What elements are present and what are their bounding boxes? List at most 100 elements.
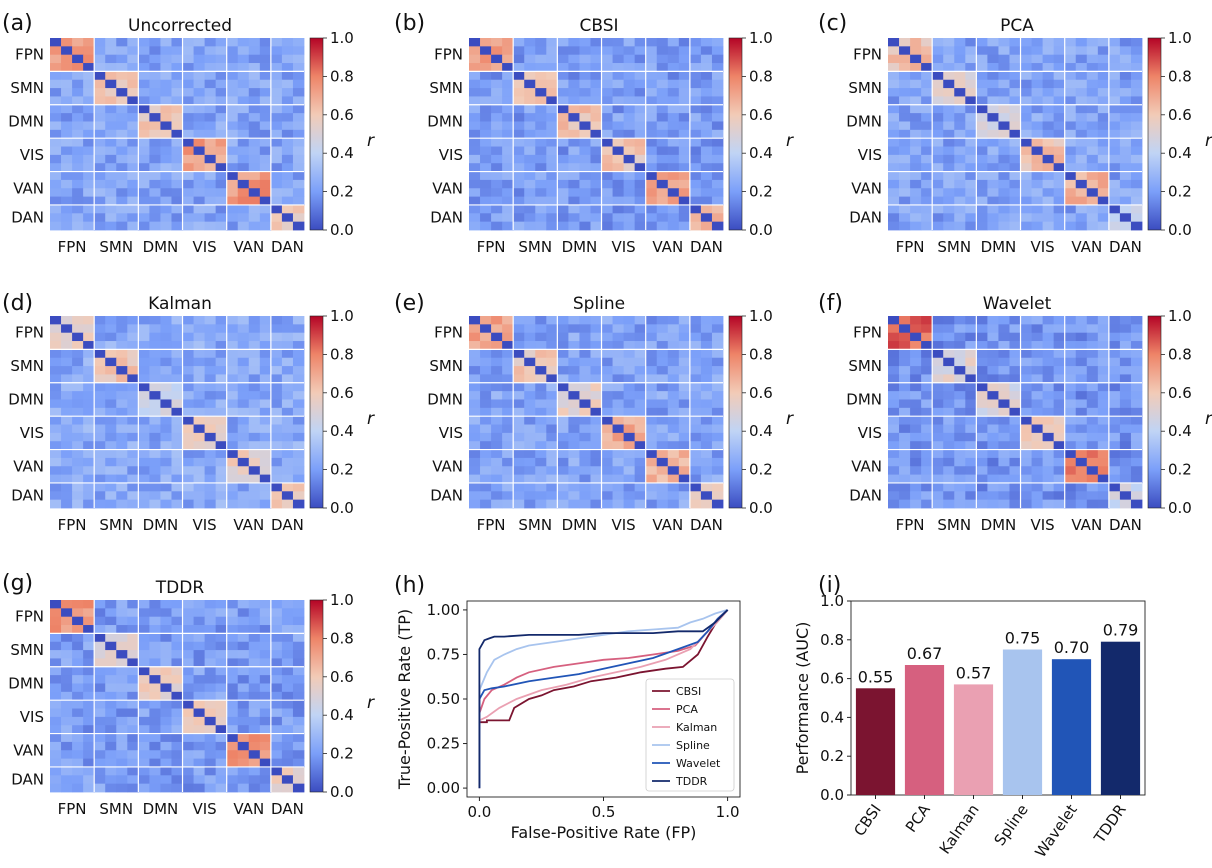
heatmap-cell <box>899 499 911 509</box>
heatmap-cell <box>888 332 900 342</box>
heatmap-cell <box>921 104 933 114</box>
heatmap-cell <box>656 332 669 342</box>
heatmap-cell <box>491 188 503 198</box>
heatmap-cell <box>513 213 525 223</box>
x-tick-label: DMN <box>562 238 598 256</box>
heatmap-cell <box>116 416 128 425</box>
heatmap-cell <box>1075 121 1088 131</box>
heatmap-cell <box>193 683 206 693</box>
heatmap-cell <box>998 416 1010 425</box>
heatmap-cell <box>524 391 536 400</box>
heatmap-cell <box>116 391 128 400</box>
heatmap-cell <box>259 341 272 350</box>
heatmap-cell <box>1075 63 1088 72</box>
colorbar-label: r <box>1205 409 1212 429</box>
heatmap-cell <box>480 366 492 375</box>
heatmap-cell <box>1053 204 1066 214</box>
heatmap-cell <box>590 457 602 467</box>
heatmap-cell <box>259 683 272 693</box>
heatmap-cell <box>502 46 514 56</box>
heatmap-cell <box>491 357 503 367</box>
heatmap-cell <box>921 121 933 131</box>
heatmap-cell <box>634 357 647 367</box>
heatmap-cell <box>1009 424 1021 434</box>
heatmap-cell <box>568 332 580 342</box>
heatmap-cell <box>270 449 283 459</box>
heatmap-cell <box>259 138 272 147</box>
heatmap-cell <box>94 708 106 718</box>
heatmap-cell <box>700 391 713 400</box>
heatmap-cell <box>535 54 547 64</box>
heatmap-cell <box>1064 221 1077 231</box>
heatmap-cell <box>965 46 977 56</box>
heatmap-cell <box>72 416 84 425</box>
heatmap-cell <box>910 63 922 72</box>
heatmap-cell <box>932 113 944 122</box>
heatmap-cell <box>888 104 900 114</box>
heatmap-cell <box>943 179 955 189</box>
heatmap-cell <box>160 650 172 659</box>
heatmap-cell <box>61 725 73 734</box>
heatmap-cell <box>270 766 283 776</box>
heatmap-cell <box>469 441 481 450</box>
heatmap-cell <box>888 154 900 164</box>
heatmap-cell <box>1064 457 1077 467</box>
heatmap-cell <box>193 46 206 56</box>
heatmap-cell <box>138 633 150 643</box>
heatmap-cell <box>1108 341 1121 350</box>
heatmap-cell <box>105 474 117 484</box>
heatmap-cell <box>1075 457 1088 467</box>
heatmap-cell <box>1042 113 1055 122</box>
heatmap-cell <box>61 775 73 785</box>
heatmap-cell <box>281 441 294 450</box>
heatmap-cell <box>535 424 547 434</box>
heatmap-cell <box>667 46 680 56</box>
heatmap-cell <box>160 121 172 131</box>
heatmap-cell <box>612 382 625 392</box>
heatmap-cell <box>689 466 702 476</box>
heatmap-cell <box>888 374 900 384</box>
colorbar-tick-label: 0.6 <box>1168 384 1192 402</box>
heatmap-cell <box>513 416 525 425</box>
heatmap-cell <box>138 608 150 618</box>
heatmap-cell <box>61 324 73 334</box>
heatmap-cell <box>127 374 139 384</box>
heatmap-cells <box>888 316 1143 509</box>
heatmap-cell <box>182 416 194 425</box>
heatmap-cell <box>1119 374 1132 384</box>
heatmap-cell <box>524 441 536 450</box>
heatmap-cell <box>700 382 713 392</box>
heatmap-cell <box>226 38 239 47</box>
heatmap-cell <box>149 683 161 693</box>
heatmap-cell <box>50 96 62 106</box>
heatmap-cell <box>634 416 647 425</box>
heatmap-cell <box>171 658 183 668</box>
heatmap-cell <box>1020 146 1032 156</box>
heatmap-cell <box>94 424 106 434</box>
colorbar-label: r <box>786 131 794 151</box>
y-tick-label: VIS <box>439 424 463 442</box>
heatmap-cell <box>667 163 680 172</box>
heatmap-cell <box>1130 499 1143 509</box>
heatmap-cell <box>1053 154 1066 164</box>
heatmap-cell <box>1108 179 1121 189</box>
heatmap-cell <box>61 608 73 618</box>
heatmap-cell <box>1053 449 1066 459</box>
heatmap-cell <box>634 466 647 476</box>
heatmap-cell <box>700 449 713 459</box>
heatmap-cell <box>226 741 239 751</box>
heatmap-cell <box>1031 457 1044 467</box>
heatmap-cell <box>535 399 547 409</box>
heatmap-cell <box>259 54 272 64</box>
heatmap-cell <box>965 324 977 334</box>
heatmap-cell <box>700 374 713 384</box>
heatmap-cell <box>1130 416 1143 425</box>
heatmap-cell <box>932 221 944 231</box>
heatmap-cell <box>645 499 658 509</box>
heatmap-cell <box>1108 154 1121 164</box>
heatmap-cell <box>943 154 955 164</box>
heatmap-cell <box>270 441 283 450</box>
heatmap-cell <box>557 146 569 156</box>
heatmap-cell <box>215 399 228 409</box>
heatmap-cell <box>292 650 305 659</box>
